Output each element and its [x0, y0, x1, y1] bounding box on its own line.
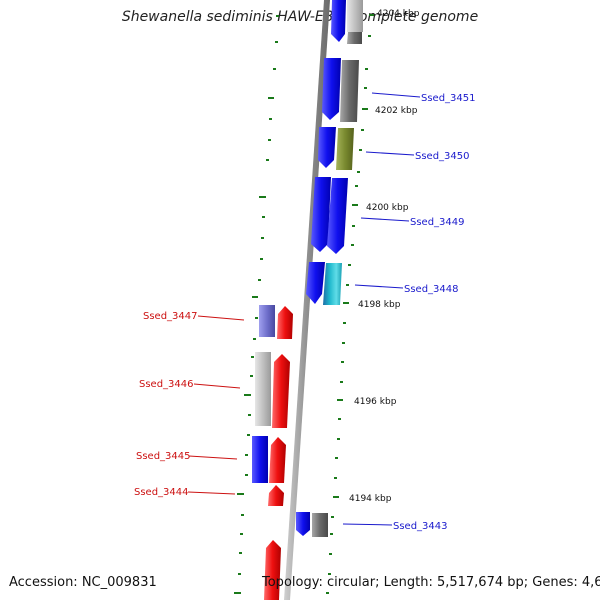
gene-ssed-3443b — [312, 513, 328, 537]
gene-label-ssed-3449: Ssed_3449 — [410, 217, 465, 228]
kbp-label-4202: 4202 kbp — [375, 106, 418, 116]
gene-ssed-3449b — [327, 178, 348, 254]
gene-label-ssed-3444: Ssed_3444 — [134, 487, 189, 498]
gene-ssed-3445a — [252, 436, 268, 483]
gene-label-ssed-3448: Ssed_3448 — [404, 284, 459, 295]
gene-ssed-3451b — [340, 60, 359, 122]
minus-strand-genes — [252, 305, 293, 600]
kbp-label-4200: 4200 kbp — [366, 203, 409, 213]
gene-ssed-3447a — [259, 305, 275, 337]
genome-stats-text: Topology: circular; Length: 5,517,674 bp… — [262, 575, 600, 590]
kbp-labels: 4204 kbp 4202 kbp 4200 kbp 4198 kbp 4196… — [349, 9, 420, 504]
gene-ssed-3448a — [306, 262, 325, 304]
gene-label-ssed-3451: Ssed_3451 — [421, 93, 476, 104]
plus-label-leaders — [342, 92, 421, 526]
left-tick-ruler — [234, 15, 279, 594]
gene-ssed-3449a — [311, 177, 331, 252]
kbp-label-4204: 4204 kbp — [377, 9, 420, 19]
gene-ssed-3448b — [323, 263, 342, 305]
gene-top-lightgrey — [347, 0, 363, 32]
genome-title: Shewanella sediminis HAW-EB3, complete g… — [121, 9, 479, 25]
gene-ssed-3450b — [336, 128, 354, 170]
minus-label-leaders — [187, 315, 245, 495]
gene-label-ssed-3450: Ssed_3450 — [415, 151, 470, 162]
gene-ssed-3446a — [255, 352, 271, 426]
gene-ssed-3447b — [277, 306, 293, 339]
gene-label-ssed-3447: Ssed_3447 — [143, 311, 198, 322]
gene-ssed-3451a — [322, 58, 341, 120]
minus-gene-labels: Ssed_3447 Ssed_3446 Ssed_3445 Ssed_3444 — [134, 311, 198, 498]
gene-top-blue — [331, 0, 346, 42]
kbp-label-4194: 4194 kbp — [349, 494, 392, 504]
gene-bottom-red — [264, 540, 281, 600]
gene-ssed-3443a — [296, 512, 310, 536]
gene-top-grey — [347, 32, 362, 44]
gene-ssed-3444 — [268, 485, 284, 506]
gene-label-ssed-3446: Ssed_3446 — [139, 379, 194, 390]
accession-text: Accession: NC_009831 — [9, 575, 157, 590]
kbp-label-4198: 4198 kbp — [358, 300, 401, 310]
right-tick-ruler — [326, 14, 374, 594]
gene-ssed-3450a — [318, 127, 336, 168]
kbp-label-4196: 4196 kbp — [354, 397, 397, 407]
gene-ssed-3446b — [272, 354, 290, 428]
gene-label-ssed-3443: Ssed_3443 — [393, 521, 448, 532]
gene-ssed-3445b — [269, 437, 286, 483]
plus-gene-labels: Ssed_3451 Ssed_3450 Ssed_3449 Ssed_3448 … — [393, 93, 476, 532]
plus-strand-genes — [296, 0, 363, 537]
gene-label-ssed-3445: Ssed_3445 — [136, 451, 191, 462]
